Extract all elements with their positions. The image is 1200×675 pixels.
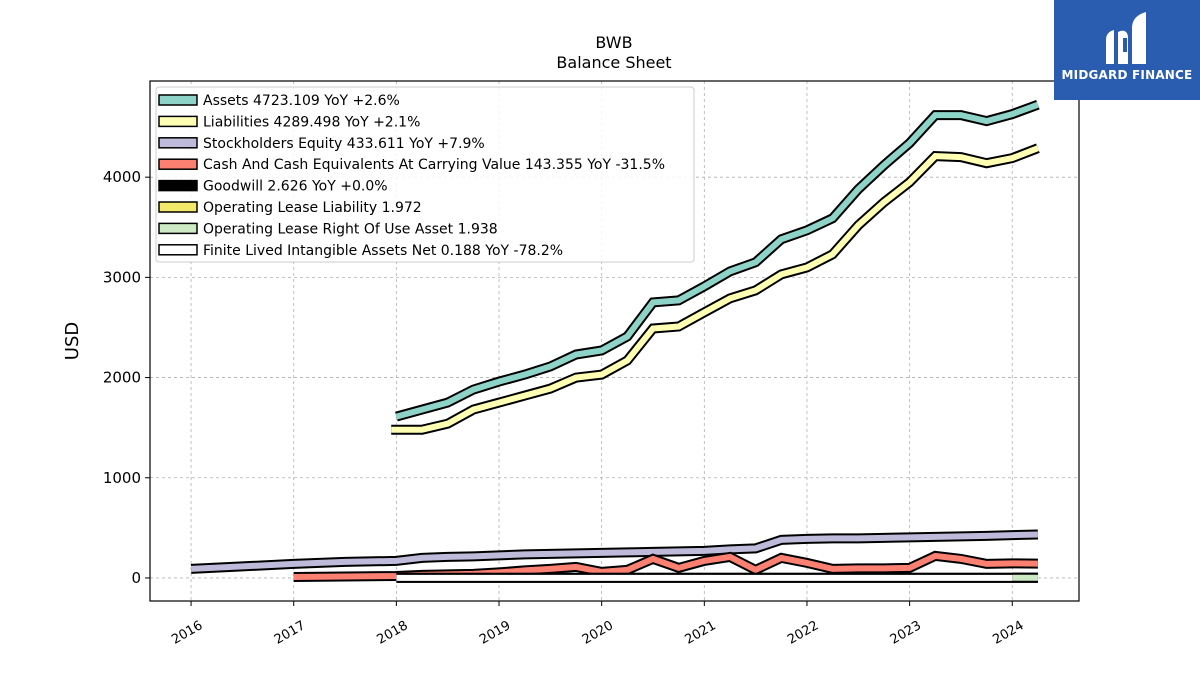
legend-entry: Finite Lived Intangible Assets Net 0.188…	[203, 243, 563, 259]
series-stockholders-equity	[190, 529, 1039, 574]
x-tick-label: 2022	[785, 618, 821, 648]
y-tick-label: 0	[131, 569, 141, 587]
x-tick-label: 2024	[990, 618, 1026, 648]
legend-entry: Cash And Cash Equivalents At Carrying Va…	[203, 157, 665, 173]
series-layer	[190, 100, 1040, 583]
series-line	[391, 145, 1039, 433]
legend-entry: Operating Lease Right Of Use Asset 1.938	[203, 221, 498, 237]
chart-subtitle: Balance Sheet	[556, 53, 671, 72]
midgard-finance-logo: MIDGARD FINANCE	[1054, 0, 1200, 100]
plot-frame	[149, 80, 1080, 602]
logo-text: MIDGARD FINANCE	[1061, 68, 1193, 82]
y-tick-label: 2000	[103, 369, 141, 387]
legend-swatch	[158, 115, 198, 128]
series-liabilities	[391, 143, 1040, 435]
legend-swatch	[158, 244, 198, 256]
legend-entry: Liabilities 4289.498 YoY +2.1%	[203, 114, 420, 130]
x-tick-label: 2021	[682, 618, 718, 648]
series-line	[190, 531, 1038, 572]
x-tick-label: 2023	[888, 618, 924, 648]
x-tick-label: 2020	[580, 618, 616, 648]
legend-entry: Operating Lease Liability 1.972	[203, 200, 422, 216]
legend-box	[155, 86, 695, 263]
y-tick-label: 3000	[103, 268, 141, 286]
y-tick-label: 4000	[103, 168, 141, 186]
y-axis-label: USD	[62, 322, 83, 360]
x-tick-label: 2019	[477, 618, 513, 648]
y-axis: 0 1000 2000 3000 4000	[103, 168, 150, 587]
legend-entry: Goodwill 2.626 YoY +0.0%	[203, 179, 388, 195]
legend-entry: Stockholders Equity 433.611 YoY +7.9%	[203, 136, 485, 152]
chart-title: BWB	[595, 33, 632, 52]
legend: Assets 4723.109 YoY +2.6% Liabilities 428…	[155, 86, 695, 263]
series-assets	[395, 100, 1040, 422]
legend-swatch	[158, 137, 198, 149]
x-tick-label: 2018	[375, 618, 411, 648]
series-line	[395, 101, 1039, 420]
legend-swatch	[158, 158, 198, 170]
legend-swatch	[158, 222, 198, 235]
legend-entry: Assets 4723.109 YoY +2.6%	[203, 93, 400, 109]
legend-swatch	[158, 201, 198, 213]
y-tick-label: 1000	[103, 469, 141, 487]
midgard-logo-mark-icon	[1106, 12, 1146, 65]
x-tick-label: 2016	[169, 618, 205, 648]
x-axis: 2016 2017 2018 2019 2020 2021 2022 2023 2024	[169, 601, 1027, 648]
legend-swatch	[158, 94, 198, 106]
legend-swatch	[158, 179, 198, 192]
x-tick-label: 2017	[272, 618, 308, 648]
